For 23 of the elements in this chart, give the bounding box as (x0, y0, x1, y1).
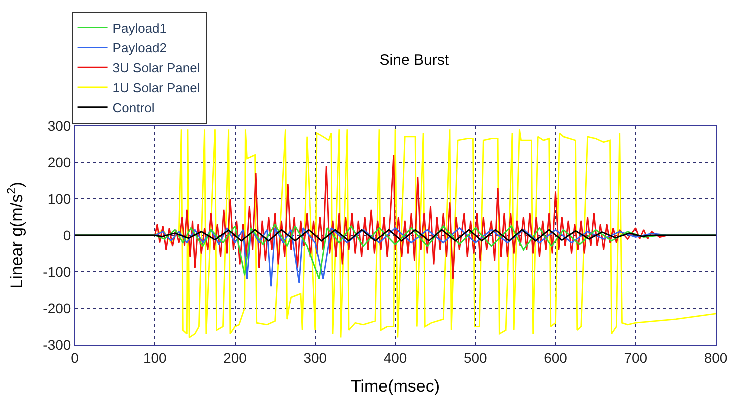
x-tick-label: 700 (624, 350, 648, 366)
chart-title: Sine Burst (380, 52, 450, 69)
x-tick-label: 400 (384, 350, 408, 366)
legend-label: Payload2 (112, 40, 168, 56)
y-tick-label: -200 (43, 300, 72, 316)
y-tick-label: 200 (48, 154, 72, 170)
legend-label: 3U Solar Panel (112, 60, 200, 76)
y-tick-label: -300 (43, 336, 72, 353)
x-tick-label: 600 (544, 350, 568, 366)
legend-label: Control (112, 100, 155, 116)
x-tick-label: 200 (224, 350, 248, 366)
y-tick-label: 300 (48, 118, 72, 134)
x-tick-label: 100 (143, 350, 168, 366)
legend-label: Payload1 (112, 20, 168, 36)
x-tick-label: 800 (704, 350, 728, 366)
x-tick-label: 500 (464, 350, 488, 366)
x-tick-label: 300 (304, 350, 328, 366)
y-tick-label: 100 (48, 190, 72, 207)
x-axis-title: Time(msec) (350, 377, 440, 396)
y-tick-label: -100 (43, 264, 72, 280)
legend-label: 1U Solar Panel (112, 80, 200, 96)
line-series (75, 229, 716, 242)
y-tick-label: 0 (63, 227, 72, 244)
